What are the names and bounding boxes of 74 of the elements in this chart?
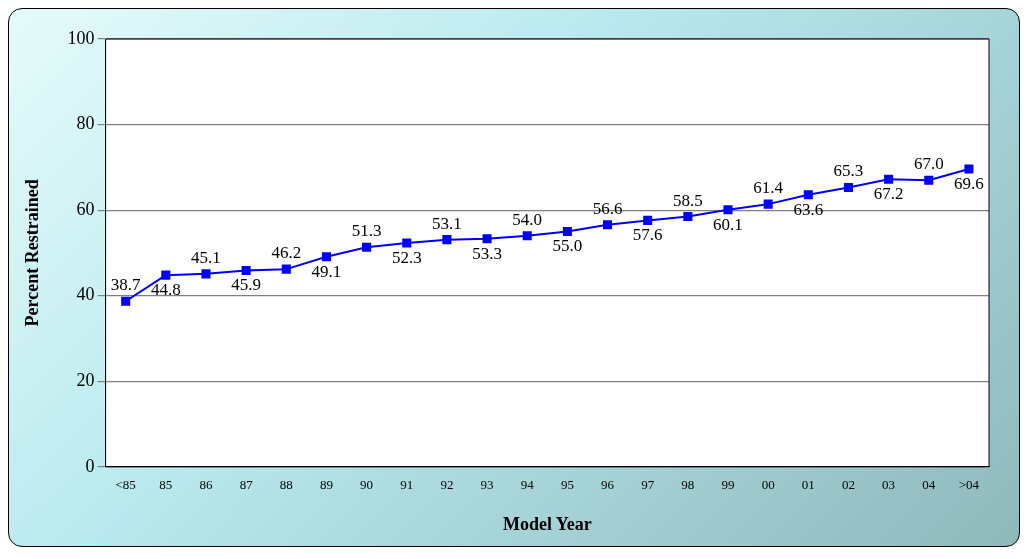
point (402, 238, 412, 248)
x-tick-label: <85 (115, 477, 136, 493)
point (241, 265, 251, 275)
data-label: 44.8 (150, 280, 181, 300)
data-label: 61.4 (753, 178, 784, 198)
x-tick-label: 01 (801, 477, 815, 493)
y-tick-label: 20 (76, 369, 95, 390)
point (442, 235, 452, 245)
x-tick-label: 85 (159, 477, 173, 493)
x-tick-label: 86 (199, 477, 213, 493)
x-tick-label: 03 (882, 477, 896, 493)
point (522, 231, 532, 241)
point (964, 164, 974, 174)
data-label: 53.3 (472, 243, 502, 263)
point (924, 175, 934, 185)
point (161, 270, 171, 280)
point (603, 220, 613, 230)
point (803, 190, 813, 200)
data-label: 56.6 (592, 198, 623, 218)
data-label: 69.6 (954, 174, 984, 194)
point (843, 182, 853, 192)
point (884, 174, 894, 184)
y-tick-label: 80 (76, 113, 95, 134)
x-tick-label: 98 (681, 477, 695, 493)
point (683, 212, 693, 222)
point (321, 252, 331, 262)
point (362, 242, 372, 252)
data-label: 58.5 (672, 190, 703, 210)
x-tick-label: 95 (560, 477, 574, 493)
data-label: 63.6 (793, 199, 824, 219)
x-tick-label: 90 (360, 477, 374, 493)
x-tick-label: 96 (601, 477, 615, 493)
data-label: 67.2 (873, 184, 904, 204)
point (763, 199, 773, 209)
point (723, 205, 733, 215)
y-tick-label: 60 (76, 198, 95, 219)
data-label: 49.1 (311, 261, 342, 281)
data-label: 46.2 (271, 243, 302, 263)
x-tick-label: 87 (239, 477, 254, 493)
x-tick-label: 02 (841, 477, 855, 493)
point (201, 269, 211, 279)
x-tick-label: 94 (520, 477, 535, 493)
x-tick-label: 91 (400, 477, 414, 493)
point (281, 264, 291, 274)
x-tick-label: 00 (761, 477, 775, 493)
x-tick-label: 88 (279, 477, 293, 493)
point (562, 226, 572, 237)
data-label: 53.1 (432, 213, 462, 233)
y-tick-label: 40 (76, 284, 95, 305)
x-axis-title: Model Year (502, 513, 592, 534)
point (482, 234, 492, 244)
x-tick-label: 92 (440, 477, 454, 493)
data-label: 60.1 (713, 214, 743, 234)
point (121, 296, 131, 306)
data-label: 67.0 (913, 154, 944, 174)
y-tick-label: 0 (85, 455, 95, 476)
x-tick-label: 97 (641, 477, 655, 493)
data-label: 54.0 (512, 209, 543, 229)
data-label: 57.6 (632, 225, 663, 245)
y-tick-label: 100 (67, 27, 95, 48)
data-label: 52.3 (391, 248, 422, 268)
x-tick-label: 04 (922, 477, 936, 493)
x-tick-label: 89 (319, 477, 333, 493)
x-tick-label: 99 (721, 477, 735, 493)
data-label: 45.9 (231, 275, 262, 295)
y-axis-title: Percent Restrained (22, 179, 43, 327)
x-tick-label: >04 (958, 477, 980, 493)
data-label: 51.3 (351, 221, 382, 241)
data-label: 65.3 (833, 161, 864, 181)
data-label: 55.0 (552, 236, 583, 256)
data-label: 38.7 (110, 275, 142, 295)
point (643, 215, 653, 225)
data-label: 45.1 (191, 247, 221, 267)
x-tick-label: 93 (480, 477, 494, 493)
